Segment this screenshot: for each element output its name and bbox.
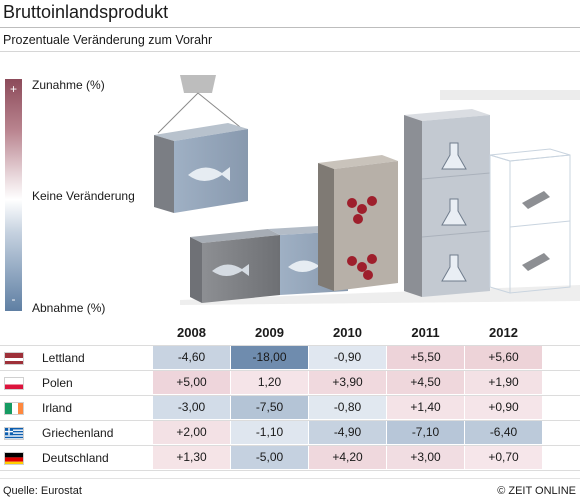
value-cell: 1,20 [231,371,308,394]
latvia-flag-icon [4,352,24,365]
page-subtitle: Prozentuale Veränderung zum Vorahr [3,33,213,47]
value-cell: -0,80 [309,396,386,419]
value-cell: -4,90 [309,421,386,444]
value-cell: -4,60 [153,346,230,369]
row-divider [0,395,580,396]
ireland-flag-icon [4,402,24,415]
value-cell: -1,10 [231,421,308,444]
stacked-boxes-illustration [154,75,580,305]
germany-flag-icon [4,452,24,465]
country-name: Irland [42,401,73,415]
page-title: Bruttoinlandsprodukt [3,2,169,22]
value-cell: +0,90 [465,396,542,419]
year-header: 2012 [489,325,518,340]
row-divider [0,470,580,471]
value-cell: -7,10 [387,421,464,444]
table-row: Griechenland +2,00 -1,10 -4,90 -7,10 -6,40 [0,421,580,445]
hanging-fish-box-icon [154,75,248,213]
box-2011-icon [404,109,491,297]
country-name: Griechenland [42,426,114,440]
footer-divider [0,478,580,479]
row-divider [0,420,580,421]
value-cell: +4,50 [387,371,464,394]
scale-bottom-label: Abnahme (%) [32,301,106,315]
greece-flag-icon [4,427,24,440]
row-divider [0,445,580,446]
color-scale-bar [5,79,22,311]
row-divider [0,370,580,371]
value-cell: +1,90 [465,371,542,394]
poland-flag-icon [4,377,24,390]
scale-plus-sign: + [9,82,17,96]
value-cell: +1,30 [153,446,230,469]
table-row: Irland -3,00 -7,50 -0,80 +1,40 +0,90 [0,396,580,420]
year-header: 2010 [333,325,362,340]
value-cell: -7,50 [231,396,308,419]
row-divider [0,345,580,346]
value-cell: -18,00 [231,346,308,369]
box-2008-icon [190,229,280,303]
box-2012-icon [489,148,571,294]
table-row: Lettland -4,60 -18,00 -0,90 +5,50 +5,60 [0,346,580,370]
value-cell: +3,00 [387,446,464,469]
value-cell: +1,40 [387,396,464,419]
scale-top-label: Zunahme (%) [32,78,105,92]
year-header: 2009 [255,325,284,340]
subtitle-divider [0,51,580,52]
value-cell: -6,40 [465,421,542,444]
value-cell: +0,70 [465,446,542,469]
table-row: Deutschland +1,30 -5,00 +4,20 +3,00 +0,70 [0,446,580,470]
value-cell: +5,00 [153,371,230,394]
year-header: 2008 [177,325,206,340]
value-cell: +2,00 [153,421,230,444]
year-header: 2011 [411,325,440,340]
country-name: Deutschland [42,451,109,465]
value-cell: -0,90 [309,346,386,369]
value-cell: +4,20 [309,446,386,469]
title-divider [0,27,580,28]
country-name: Lettland [42,351,85,365]
source-note: Quelle: Eurostat [3,485,82,497]
value-cell: -5,00 [231,446,308,469]
scale-mid-label: Keine Veränderung [32,189,135,203]
table-row: Polen +5,00 1,20 +3,90 +4,50 +1,90 [0,371,580,395]
scale-minus-sign: - [11,292,16,306]
value-cell: +5,60 [465,346,542,369]
brand-credit: © ZEIT ONLINE [497,485,576,497]
value-cell: -3,00 [153,396,230,419]
value-cell: +3,90 [309,371,386,394]
box-2010-icon [318,155,398,291]
value-cell: +5,50 [387,346,464,369]
country-name: Polen [42,376,73,390]
